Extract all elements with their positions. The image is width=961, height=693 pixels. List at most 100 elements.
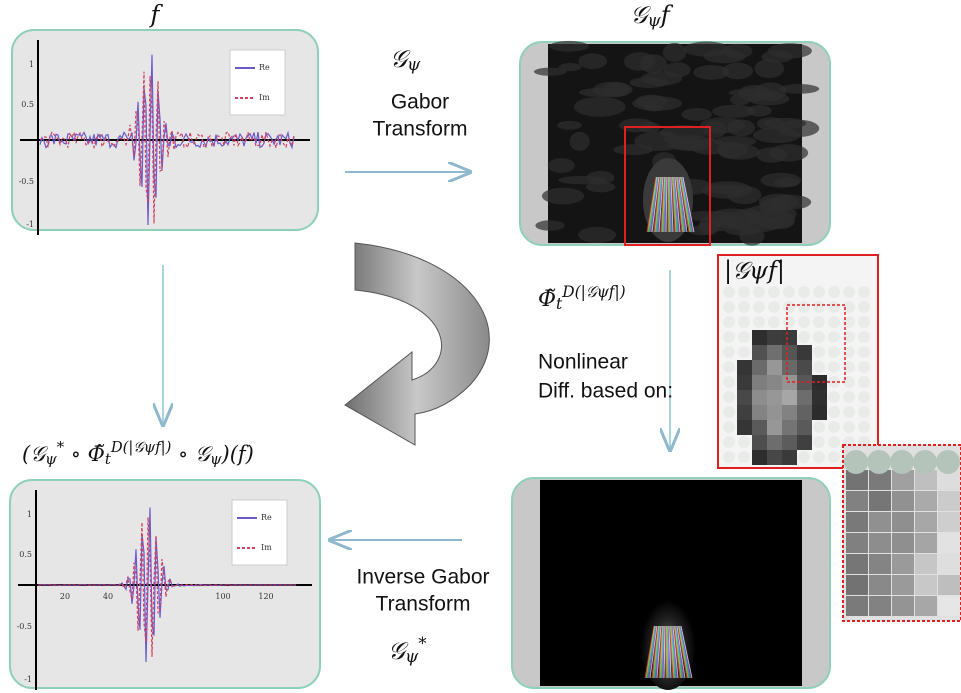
pixel — [723, 391, 735, 403]
math-part: ∘ Φ̃ — [64, 442, 105, 466]
math-part: D(|𝒢ψf|) — [561, 283, 625, 301]
pixel — [828, 316, 840, 328]
texture — [769, 144, 808, 161]
pixel — [753, 301, 765, 313]
texture — [759, 198, 790, 214]
texture — [768, 43, 812, 58]
pixel — [798, 286, 810, 298]
pixel — [869, 491, 891, 511]
pixel — [843, 421, 855, 433]
x-tick-label: 20 — [60, 592, 70, 601]
legend-label: Re — [259, 63, 270, 72]
pixel — [782, 360, 797, 375]
pixel — [858, 331, 870, 343]
pixel — [752, 405, 767, 420]
pixel — [915, 575, 937, 595]
zoom-inset — [843, 445, 961, 621]
x-tick-label: 40 — [103, 592, 113, 601]
pixel — [797, 405, 812, 420]
pixel — [767, 345, 782, 360]
caption: Transform — [376, 593, 471, 616]
pixel — [890, 450, 914, 474]
pixel — [938, 554, 960, 574]
math-label: (𝒢ψ* ∘ Φ̃tD(|𝒢ψf|) ∘ 𝒢ψ)(f) — [22, 439, 254, 467]
pixel — [858, 346, 870, 358]
texture — [578, 227, 616, 243]
texture — [663, 43, 687, 62]
pixel — [738, 316, 750, 328]
pixel — [858, 421, 870, 433]
pixel — [782, 390, 797, 405]
pixel — [752, 390, 767, 405]
math-label: 𝒢ψ* — [388, 633, 427, 666]
texture — [535, 220, 564, 231]
y-tick-label: -0.5 — [17, 622, 32, 631]
pixel — [938, 512, 960, 532]
pixel — [738, 331, 750, 343]
pixel — [797, 360, 812, 375]
pixel — [767, 420, 782, 435]
pixel — [768, 301, 780, 313]
pixel — [828, 391, 840, 403]
x-tick-label: 120 — [258, 592, 273, 601]
pixel — [723, 421, 735, 433]
pixel — [753, 316, 765, 328]
pixel — [828, 436, 840, 448]
pixel — [936, 450, 960, 474]
pixel — [723, 346, 735, 358]
math-part: ∘ 𝒢 — [171, 442, 213, 466]
pixel — [767, 405, 782, 420]
pixel — [828, 421, 840, 433]
pixel — [915, 554, 937, 574]
caption: Inverse Gabor — [356, 566, 489, 589]
pixel — [846, 596, 868, 616]
pixel — [753, 286, 765, 298]
y-tick-label: 1 — [29, 60, 34, 69]
caption: Gabor — [391, 91, 449, 114]
pixel — [767, 360, 782, 375]
texture — [754, 59, 784, 78]
legend — [230, 50, 285, 115]
pixel — [752, 345, 767, 360]
pixel — [738, 301, 750, 313]
caption: Transform — [373, 118, 468, 141]
pixel — [938, 596, 960, 616]
pixel — [858, 301, 870, 313]
texture — [700, 117, 745, 133]
y-tick-label: -1 — [24, 675, 32, 684]
pixel — [813, 421, 825, 433]
pixel — [798, 316, 810, 328]
math-part: Φ̃ — [538, 287, 556, 312]
math-part: ψ — [407, 54, 421, 74]
pixel — [846, 554, 868, 574]
pixel — [892, 554, 914, 574]
pixel — [723, 361, 735, 373]
pixel — [813, 346, 825, 358]
pixel — [738, 286, 750, 298]
texture — [570, 132, 590, 151]
magnitude-inset: |𝒢ψf| — [718, 255, 878, 468]
title: f — [149, 1, 164, 29]
math-part: * — [418, 633, 427, 653]
texture — [739, 226, 764, 245]
pixel — [813, 286, 825, 298]
pixel — [737, 390, 752, 405]
texture — [778, 120, 820, 137]
pixel — [798, 331, 810, 343]
pixel — [783, 301, 795, 313]
pixel — [782, 345, 797, 360]
pixel — [767, 435, 782, 450]
math-part: ψ — [45, 451, 57, 468]
texture — [643, 103, 663, 111]
pixel — [738, 346, 750, 358]
texture — [681, 108, 712, 121]
texture — [542, 188, 584, 205]
texture — [664, 62, 691, 77]
pixel — [846, 533, 868, 553]
pixel — [938, 575, 960, 595]
pixel — [846, 491, 868, 511]
caption: Nonlinear — [538, 351, 628, 374]
texture — [684, 42, 730, 57]
pixel — [723, 331, 735, 343]
arrow-label: f — [167, 337, 176, 353]
